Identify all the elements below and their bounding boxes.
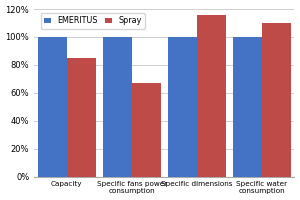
Bar <box>38 37 67 177</box>
Bar <box>67 58 96 177</box>
Legend: EMERITUS, Spray: EMERITUS, Spray <box>41 13 145 29</box>
Bar <box>168 37 197 177</box>
Bar <box>262 23 291 177</box>
Bar <box>197 15 226 177</box>
Bar <box>103 37 132 177</box>
Bar <box>233 37 262 177</box>
Bar <box>132 83 161 177</box>
